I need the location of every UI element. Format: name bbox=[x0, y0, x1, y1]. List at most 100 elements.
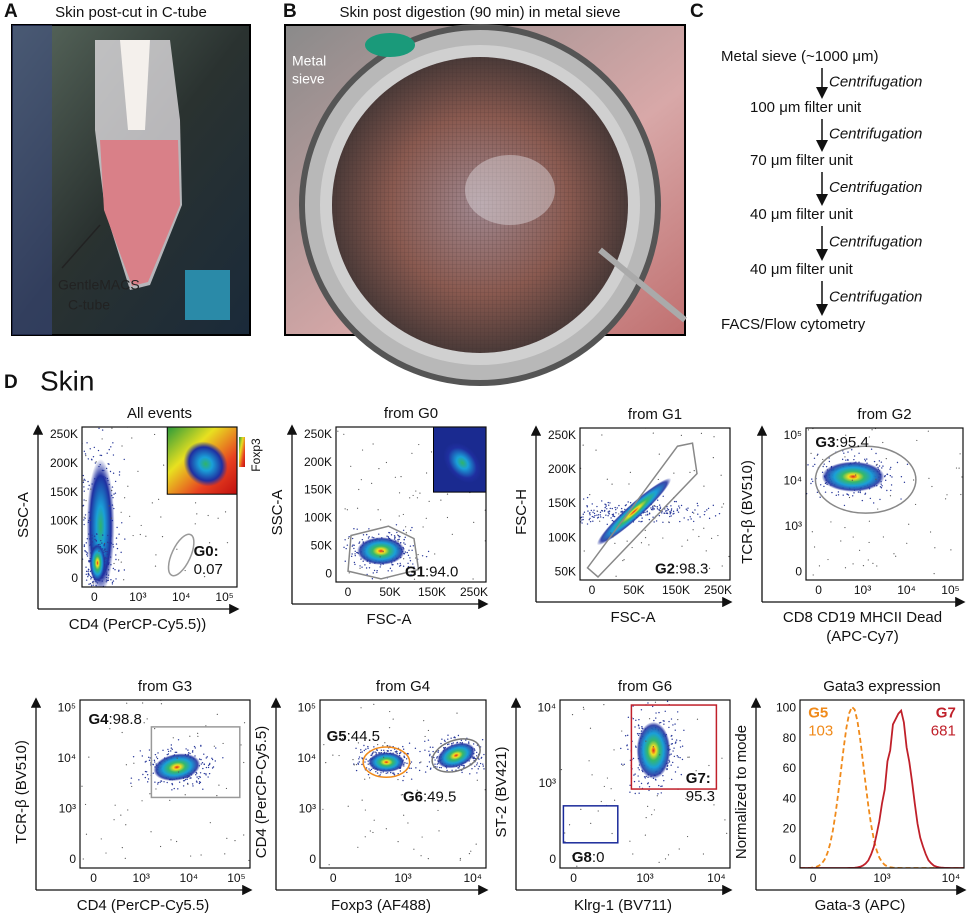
event-dot bbox=[378, 533, 380, 535]
event-dot bbox=[84, 517, 86, 519]
event-dot bbox=[109, 728, 111, 730]
event-dot bbox=[810, 452, 812, 454]
density bbox=[596, 477, 672, 546]
gate-label: G7: bbox=[686, 770, 711, 787]
event-dot bbox=[846, 493, 848, 495]
event-dot bbox=[82, 480, 85, 482]
event-dot bbox=[405, 758, 408, 760]
event-dot bbox=[393, 535, 396, 537]
event-dot bbox=[868, 520, 870, 522]
event-dot bbox=[325, 762, 327, 764]
event-dot bbox=[115, 543, 118, 545]
event-dot bbox=[201, 762, 204, 764]
event-dot bbox=[662, 495, 664, 497]
y-tick-label: 20 bbox=[783, 822, 797, 836]
event-dot bbox=[171, 782, 173, 785]
event-dot bbox=[679, 520, 681, 523]
event-dot bbox=[673, 747, 675, 749]
event-dot bbox=[638, 792, 640, 794]
event-dot bbox=[859, 491, 861, 494]
event-dot bbox=[851, 479, 853, 481]
event-dot bbox=[338, 754, 340, 757]
density bbox=[821, 461, 885, 492]
gate-name: G0: bbox=[194, 543, 219, 560]
event-dot bbox=[430, 451, 433, 453]
event-dot bbox=[931, 485, 933, 488]
x-tick-label: 50K bbox=[379, 585, 400, 599]
event-dot bbox=[368, 567, 371, 569]
event-dot bbox=[606, 523, 608, 526]
gate-label: G7 bbox=[936, 704, 956, 721]
event-dot bbox=[890, 484, 893, 486]
event-dot bbox=[855, 474, 857, 476]
event-dot bbox=[372, 572, 374, 574]
event-dot bbox=[607, 504, 610, 506]
event-dot bbox=[669, 515, 671, 518]
event-dot bbox=[634, 726, 636, 728]
event-dot bbox=[476, 764, 478, 766]
event-dot bbox=[106, 452, 108, 454]
event-dot bbox=[186, 778, 188, 781]
event-dot bbox=[190, 777, 192, 779]
event-dot bbox=[360, 751, 362, 754]
x-axis-label: Foxp3 (AF488) bbox=[331, 897, 431, 914]
event-dot bbox=[107, 534, 109, 537]
event-dot bbox=[196, 513, 198, 515]
plot-area bbox=[579, 427, 731, 581]
event-dot bbox=[656, 795, 658, 797]
event-dot bbox=[674, 742, 677, 744]
event-dot bbox=[105, 589, 106, 590]
event-dot bbox=[194, 747, 196, 749]
event-dot bbox=[95, 539, 97, 542]
event-dot bbox=[203, 753, 205, 755]
event-dot bbox=[835, 494, 837, 497]
event-dot bbox=[101, 597, 102, 598]
event-dot bbox=[470, 850, 472, 852]
event-dot bbox=[472, 743, 475, 745]
event-dot bbox=[612, 514, 614, 517]
event-dot bbox=[166, 753, 168, 756]
event-dot bbox=[85, 833, 88, 835]
event-dot bbox=[697, 513, 699, 515]
event-dot bbox=[410, 574, 412, 576]
event-dot bbox=[369, 769, 371, 772]
event-dot bbox=[671, 738, 673, 740]
event-dot bbox=[357, 846, 359, 848]
event-dot bbox=[103, 542, 106, 545]
event-dot bbox=[226, 542, 229, 544]
event-dot bbox=[96, 423, 97, 424]
event-dot bbox=[878, 460, 881, 462]
event-dot bbox=[146, 718, 148, 720]
flow-step: 40 μm filter unit bbox=[750, 261, 854, 278]
event-dot bbox=[427, 739, 430, 741]
event-dot bbox=[611, 832, 613, 835]
gate bbox=[814, 445, 917, 514]
event-dot bbox=[658, 508, 660, 511]
event-dot bbox=[714, 515, 717, 517]
event-dot bbox=[638, 769, 640, 771]
event-dot bbox=[686, 835, 689, 838]
color-bar bbox=[239, 437, 245, 467]
event-dot bbox=[564, 832, 566, 834]
event-dot bbox=[840, 540, 842, 542]
event-dot bbox=[172, 737, 174, 739]
event-dot bbox=[629, 791, 631, 793]
event-dot bbox=[640, 782, 643, 785]
event-dot bbox=[358, 541, 361, 543]
event-dot bbox=[895, 555, 897, 557]
gate bbox=[562, 805, 619, 844]
event-dot bbox=[487, 759, 488, 760]
event-dot bbox=[108, 448, 110, 451]
event-dot bbox=[844, 456, 846, 458]
event-dot bbox=[698, 535, 700, 538]
event-dot bbox=[419, 750, 421, 753]
event-dot bbox=[451, 742, 453, 745]
event-dot bbox=[380, 519, 382, 521]
event-dot bbox=[364, 564, 366, 566]
event-dot bbox=[176, 757, 178, 759]
event-dot bbox=[571, 714, 574, 716]
panel-title: Skin bbox=[40, 365, 94, 396]
event-dot bbox=[675, 739, 678, 741]
event-dot bbox=[872, 502, 875, 504]
event-dot bbox=[816, 491, 819, 494]
